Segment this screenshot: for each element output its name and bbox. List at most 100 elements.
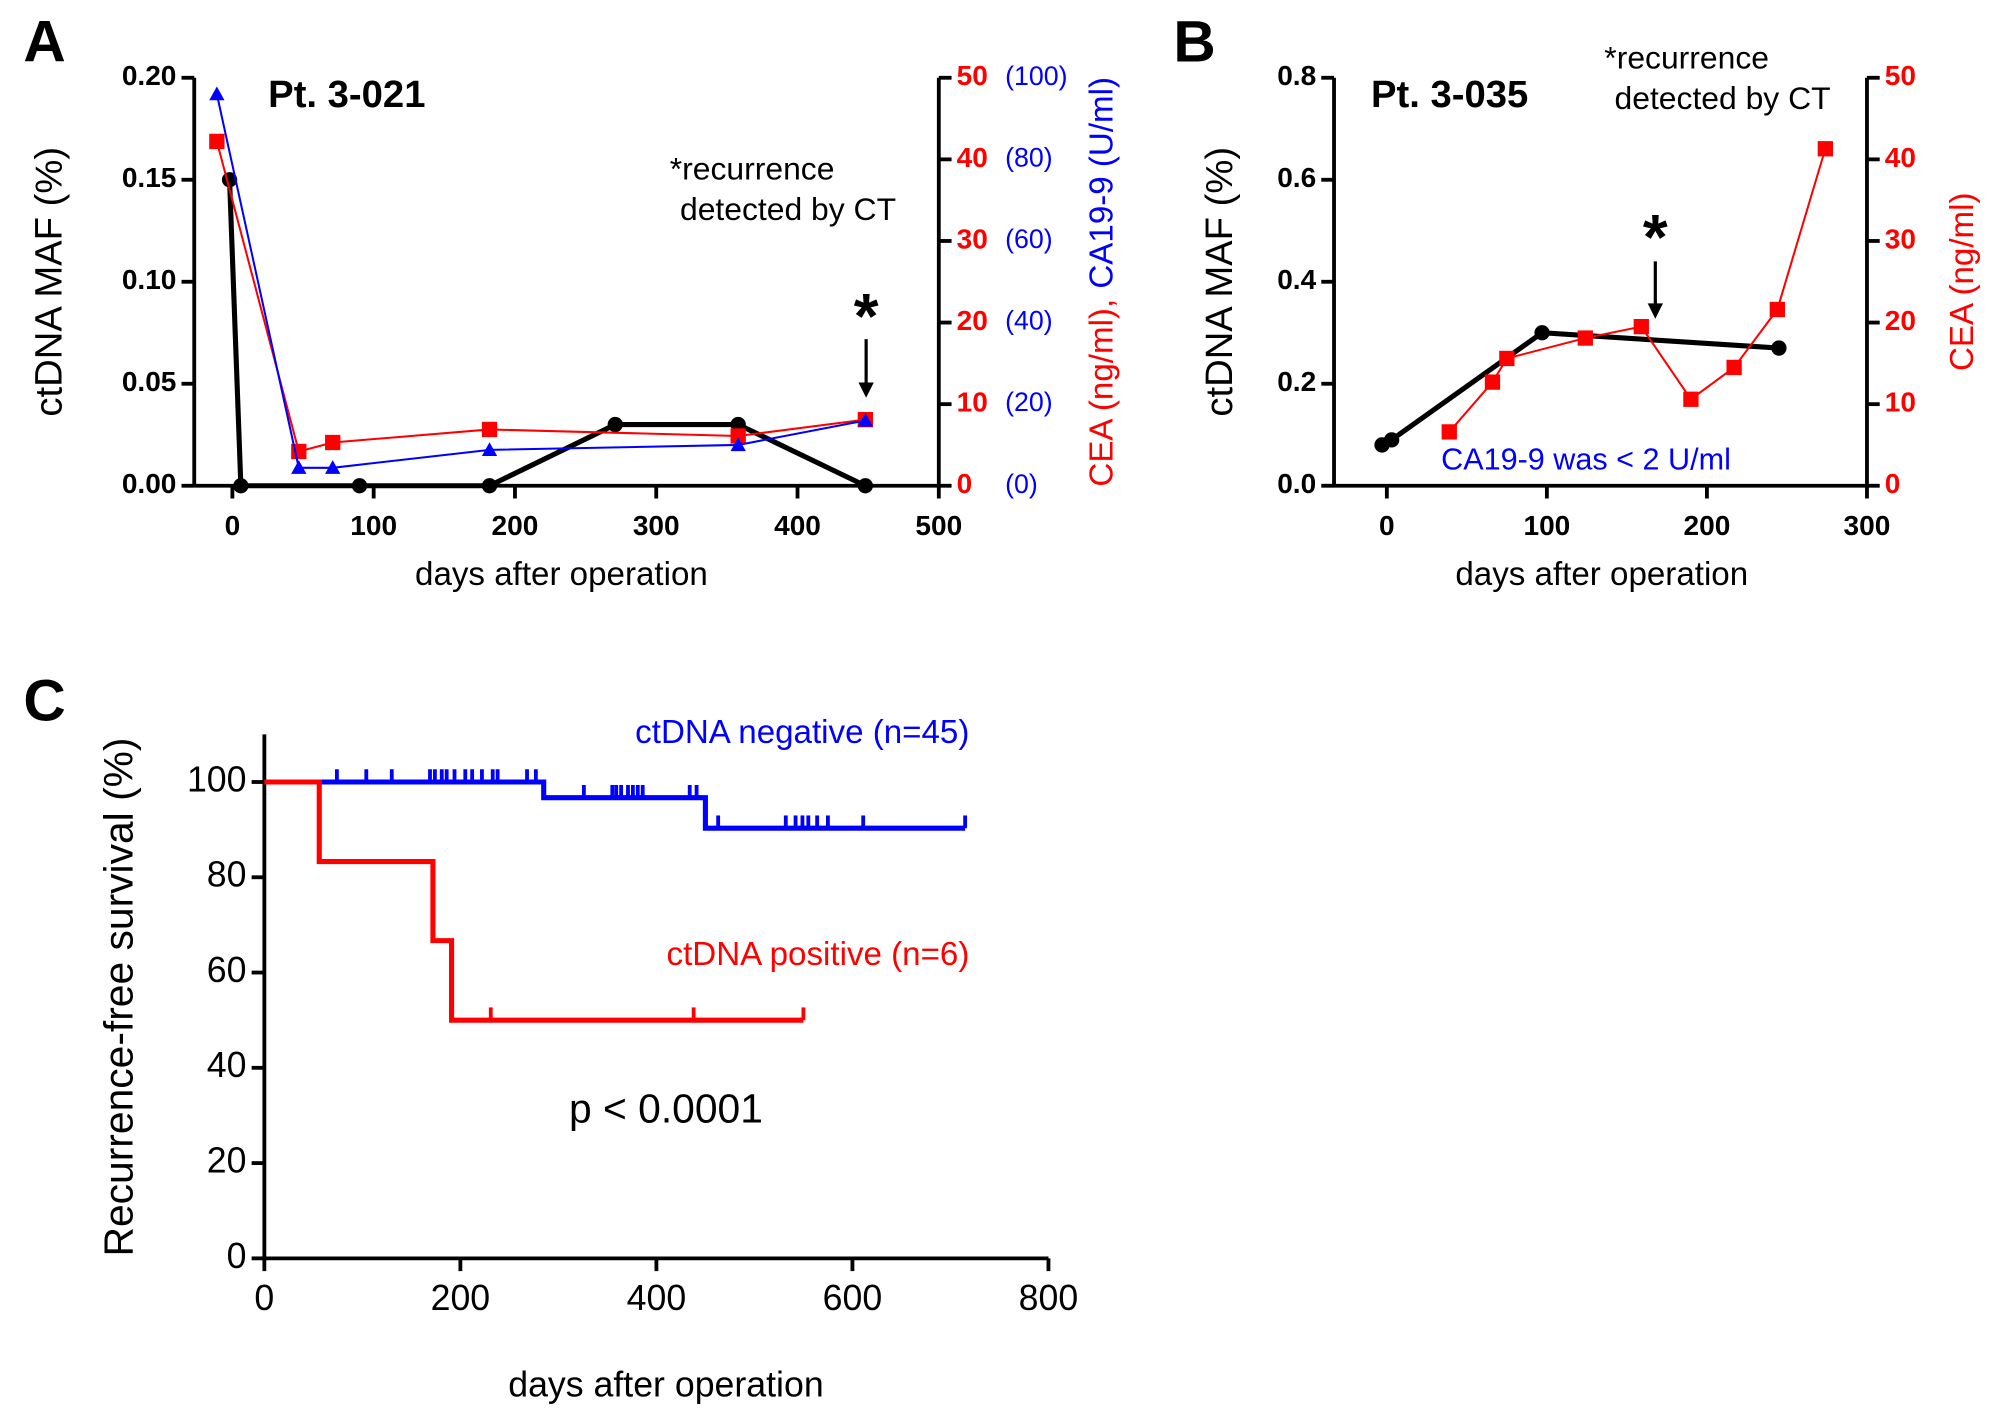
- series-line: [1380, 330, 1780, 448]
- y-tick-label: 0.10: [122, 264, 177, 295]
- x-axis-label: days after operation: [1455, 556, 1748, 593]
- y-tick-label: 20: [207, 1141, 247, 1181]
- annotation: p < 0.0001: [569, 1086, 763, 1132]
- data-point: [1771, 340, 1787, 356]
- series-label: ctDNA positive (n=6): [667, 936, 970, 973]
- y-tick-label: 0.6: [1277, 162, 1316, 193]
- y-tick-label: 60: [207, 950, 247, 990]
- data-point: [233, 478, 249, 494]
- x-tick-label: 500: [915, 510, 962, 541]
- survival-curve: [264, 779, 804, 1023]
- y2-axis-label-part: CEA (ng/ml),: [1083, 299, 1120, 487]
- annotation: *recurrence: [1604, 39, 1769, 75]
- x-tick-label: 300: [633, 510, 680, 541]
- data-point: [857, 478, 873, 494]
- data-point: [1383, 432, 1400, 448]
- data-point: [325, 460, 341, 474]
- y2-tick-label: 0: [957, 468, 973, 499]
- x-tick-label: 0: [1379, 510, 1395, 541]
- y-tick-label: 0.0: [1277, 468, 1316, 499]
- y3-tick-label: (80): [1005, 142, 1053, 172]
- y-tick-label: 0.2: [1277, 366, 1316, 397]
- data-point: [351, 478, 368, 494]
- y2-tick-label: 20: [957, 305, 988, 336]
- data-point: [1726, 359, 1742, 376]
- y2-tick-label: 30: [957, 223, 988, 254]
- y2-tick-label: 20: [1885, 305, 1916, 336]
- y2-tick-label: 40: [957, 142, 988, 173]
- y-tick-label: 0.20: [122, 60, 177, 91]
- data-point: [1817, 141, 1833, 157]
- panel-title: Pt. 3-021: [268, 73, 425, 116]
- panel-letter: A: [23, 9, 65, 74]
- data-point: [1577, 330, 1593, 346]
- x-tick-label: 800: [1019, 1278, 1079, 1318]
- data-point: [1683, 391, 1699, 407]
- y2-axis-label: CEA (ng/ml), CA19-9 (U/ml): [1083, 77, 1120, 487]
- data-point: [730, 428, 746, 444]
- y-axis-label: ctDNA MAF (%): [1198, 147, 1241, 417]
- x-axis-label: days after operation: [508, 1365, 823, 1405]
- y2-tick-label: 50: [1885, 60, 1916, 91]
- x-tick-label: 0: [225, 510, 241, 541]
- y-tick-label: 0.05: [122, 366, 177, 397]
- y2-tick-label: 10: [957, 387, 988, 418]
- data-point: [730, 437, 746, 452]
- series-line: [215, 93, 866, 469]
- y-tick-label: 40: [207, 1045, 247, 1085]
- panel-title: Pt. 3-035: [1371, 73, 1528, 116]
- y-tick-label: 0.00: [122, 468, 177, 499]
- panel: 0 200 400 600 800 0 20 40 60 80 100 days after oper…: [23, 669, 1078, 1405]
- annotation: detected by CT: [680, 191, 896, 227]
- y-tick-label: 0: [227, 1236, 247, 1276]
- data-point: [1769, 301, 1785, 318]
- y-axis-label: ctDNA MAF (%): [28, 147, 71, 417]
- x-tick-label: 200: [1684, 510, 1731, 541]
- x-tick-label: 600: [823, 1278, 883, 1318]
- data-point: [481, 442, 498, 456]
- series-line: [215, 141, 866, 453]
- y2-axis-label-part: CEA (ng/ml): [1944, 192, 1981, 371]
- data-point: [291, 460, 307, 474]
- panel-letter: B: [1173, 9, 1215, 74]
- recurrence-marker: *: [1643, 201, 1668, 273]
- arrow-head: [1647, 303, 1663, 319]
- data-point: [1484, 374, 1501, 390]
- annotation: detected by CT: [1615, 80, 1831, 116]
- y-tick-label: 0.8: [1277, 60, 1316, 91]
- y2-tick-label: 30: [1885, 223, 1916, 254]
- data-point: [1441, 424, 1457, 440]
- data-point: [209, 86, 225, 101]
- y2-tick-label: 10: [1885, 387, 1916, 418]
- data-point: [857, 412, 873, 427]
- y-tick-label: 0.4: [1277, 264, 1316, 295]
- y2-axis-label-part: CA19-9 (U/ml): [1083, 77, 1120, 289]
- note: CA19-9 was < 2 U/ml: [1441, 443, 1731, 477]
- x-tick-label: 300: [1844, 510, 1891, 541]
- data-point: [481, 478, 498, 494]
- y3-tick-label: (100): [1005, 61, 1067, 91]
- y2-axis-label: CEA (ng/ml): [1944, 192, 1981, 371]
- x-tick-label: 400: [774, 510, 821, 541]
- panel: 0 100 200 300 400 5000.000.050.100.150.20days…: [23, 9, 1120, 593]
- y2-tick-label: 40: [1885, 142, 1916, 173]
- x-tick-label: 100: [350, 510, 397, 541]
- y-axis-label: Recurrence-free survival (%): [95, 738, 141, 1257]
- data-point: [607, 416, 623, 433]
- x-axis-label: days after operation: [415, 556, 708, 593]
- x-tick-label: 200: [492, 510, 539, 541]
- y3-tick-label: (20): [1005, 387, 1053, 417]
- y3-tick-label: (0): [1005, 469, 1038, 499]
- data-point: [481, 421, 498, 438]
- y3-tick-label: (40): [1005, 306, 1053, 336]
- y2-tick-label: 50: [957, 60, 988, 91]
- series-line: [1448, 148, 1827, 433]
- x-tick-label: 0: [254, 1278, 274, 1318]
- y-tick-label: 80: [207, 855, 247, 895]
- panel-letter: C: [23, 669, 65, 734]
- y-tick-label: 100: [187, 759, 247, 799]
- data-point: [209, 133, 225, 150]
